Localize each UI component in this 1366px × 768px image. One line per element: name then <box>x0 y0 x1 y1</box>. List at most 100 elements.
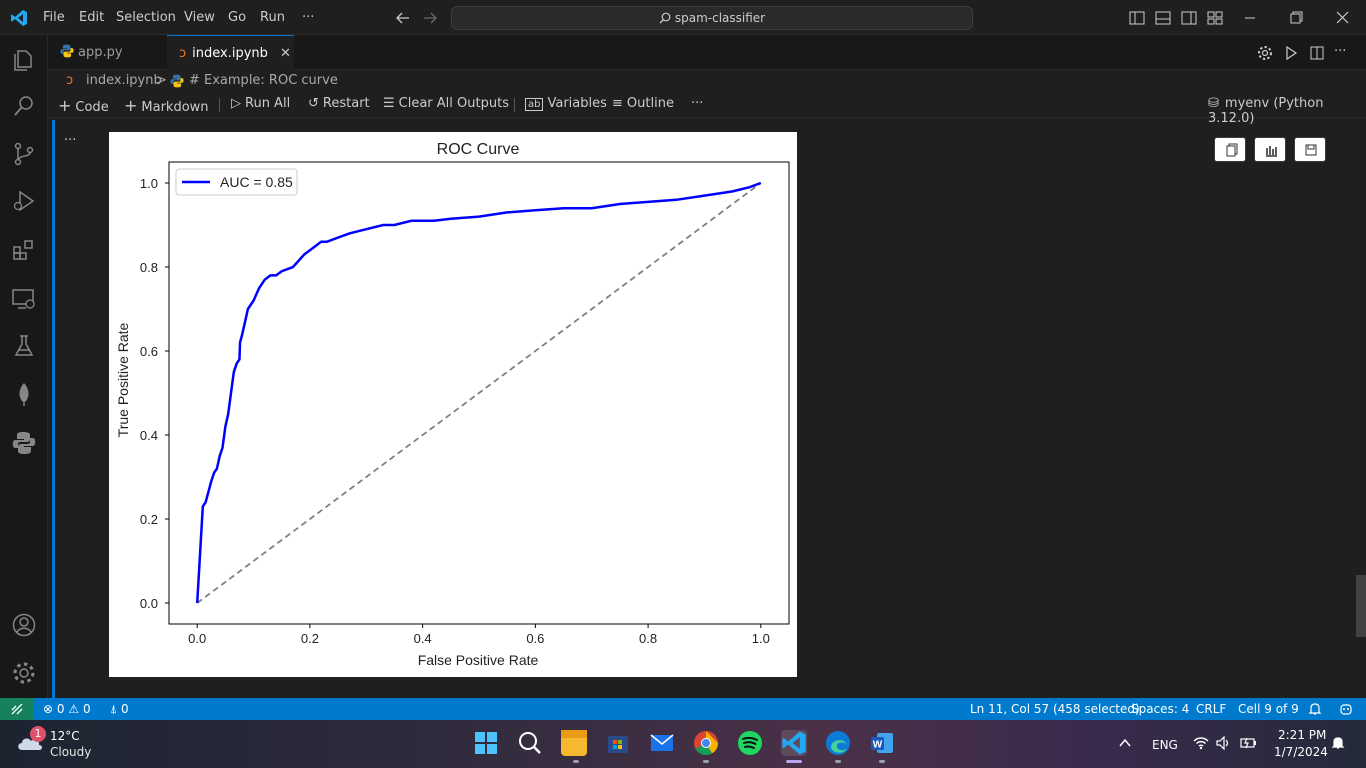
close-tab-icon[interactable]: ✕ <box>280 46 291 61</box>
variables-icon: ab <box>525 98 544 111</box>
remote-indicator[interactable] <box>0 698 34 720</box>
toolbar-divider <box>514 98 515 112</box>
x-axis-label: False Positive Rate <box>418 652 539 668</box>
command-center-search[interactable]: spam-classifier <box>451 6 973 30</box>
save-output-button[interactable] <box>1294 137 1326 162</box>
bell-icon[interactable] <box>1308 702 1322 716</box>
menu-selection[interactable]: Selection <box>116 10 176 25</box>
warning-icon: ⚠ <box>68 702 80 716</box>
menu-file[interactable]: File <box>43 10 65 25</box>
search-icon[interactable] <box>12 94 36 118</box>
notification-bell-icon[interactable] <box>1331 736 1345 750</box>
battery-icon[interactable] <box>1240 736 1258 750</box>
cell-output-more[interactable]: ··· <box>64 133 77 148</box>
clear-outputs-button[interactable]: ☰ Clear All Outputs <box>383 96 509 111</box>
wifi-icon[interactable] <box>1193 736 1209 750</box>
copy-output-button[interactable] <box>1214 137 1246 162</box>
microsoft-store-app[interactable] <box>605 730 631 756</box>
python-file-icon <box>60 44 74 58</box>
testing-icon[interactable] <box>12 334 36 358</box>
restart-button[interactable]: ↺ Restart <box>308 96 370 111</box>
back-arrow-icon[interactable] <box>396 11 410 25</box>
split-editor-icon[interactable] <box>1310 46 1324 60</box>
weather-temp: 12°C <box>50 729 80 743</box>
x-tick-label: 0.0 <box>188 631 206 646</box>
forward-arrow-icon[interactable] <box>423 11 437 25</box>
close-window-icon[interactable] <box>1336 11 1349 24</box>
word-app[interactable]: W <box>869 730 895 756</box>
run-all-button[interactable]: ▷ Run All <box>231 96 290 111</box>
file-explorer-app[interactable] <box>561 730 587 756</box>
copilot-icon[interactable] <box>1339 702 1353 716</box>
toggle-primary-sidebar-icon[interactable] <box>1129 11 1145 25</box>
add-markdown-button[interactable]: + Markdown <box>124 96 209 115</box>
breadcrumb-cell[interactable]: # Example: ROC curve <box>189 73 338 88</box>
run-and-debug-icon[interactable] <box>12 189 36 213</box>
running-indicator <box>835 760 841 763</box>
add-code-button[interactable]: + Code <box>58 96 109 115</box>
editor-scrollbar[interactable] <box>1356 575 1366 637</box>
indentation[interactable]: Spaces: 4 <box>1131 702 1190 716</box>
ports-indicator[interactable]: ⍋ 0 <box>110 702 129 717</box>
run-icon[interactable] <box>1284 46 1298 60</box>
variables-button[interactable]: ab Variables <box>525 96 607 111</box>
manage-gear-icon[interactable] <box>12 661 36 685</box>
python-icon[interactable] <box>12 431 36 455</box>
tab-index-ipynb[interactable]: ↄ index.ipynb ✕ <box>167 35 294 70</box>
restore-icon[interactable] <box>1290 11 1303 24</box>
spotify-app[interactable] <box>737 730 763 756</box>
language-indicator[interactable]: ENG <box>1152 738 1178 752</box>
menu-edit[interactable]: Edit <box>79 10 105 25</box>
more-actions-icon[interactable]: ··· <box>1334 44 1347 59</box>
clock-date[interactable]: 1/7/2024 <box>1274 745 1328 759</box>
toggle-panel-icon[interactable] <box>1155 11 1171 25</box>
variables-label: Variables <box>547 96 607 111</box>
start-button[interactable] <box>473 730 499 756</box>
tab-label: index.ipynb <box>192 46 268 61</box>
svg-text:W: W <box>873 740 883 751</box>
legend-box <box>175 168 298 196</box>
gear-icon[interactable] <box>1257 45 1273 61</box>
menu-run[interactable]: Run <box>260 10 285 25</box>
problems-indicator[interactable]: ⊗ 0 ⚠ 0 <box>43 702 91 716</box>
clock-time[interactable]: 2:21 PM <box>1278 728 1327 742</box>
chevron-up-icon[interactable] <box>1119 738 1131 748</box>
toggle-secondary-sidebar-icon[interactable] <box>1181 11 1197 25</box>
taskbar-search[interactable] <box>517 730 543 756</box>
error-icon: ⊗ <box>43 702 54 716</box>
end-of-line[interactable]: CRLF <box>1196 702 1227 716</box>
kernel-picker[interactable]: ⛁ myenv (Python 3.12.0) <box>1208 96 1366 126</box>
explorer-icon[interactable] <box>12 47 36 71</box>
running-indicator <box>573 760 579 763</box>
weather-condition: Cloudy <box>50 745 92 759</box>
menu-more[interactable]: ··· <box>302 10 315 25</box>
volume-icon[interactable] <box>1216 736 1232 750</box>
y-tick-label: 0.8 <box>140 260 158 275</box>
cursor-position[interactable]: Ln 11, Col 57 (458 selected) <box>970 702 1140 716</box>
menu-go[interactable]: Go <box>228 10 247 25</box>
extensions-icon[interactable] <box>12 238 36 262</box>
chrome-app[interactable] <box>693 730 719 756</box>
source-control-icon[interactable] <box>12 142 36 166</box>
weather-widget[interactable]: 1 <box>16 726 46 752</box>
minimize-icon[interactable] <box>1244 12 1256 24</box>
open-in-plot-viewer-button[interactable] <box>1254 137 1286 162</box>
copy-icon <box>1226 143 1238 157</box>
tab-app-py[interactable]: app.py <box>48 35 167 70</box>
y-tick-label: 0.0 <box>140 596 158 611</box>
outline-button[interactable]: ≡ Outline <box>612 96 674 111</box>
toolbar-more[interactable]: ··· <box>691 96 704 111</box>
breadcrumb-file[interactable]: index.ipynb <box>86 73 162 88</box>
mongodb-leaf-icon[interactable] <box>12 382 36 406</box>
cell-indicator[interactable]: Cell 9 of 9 <box>1238 702 1299 716</box>
remote-explorer-icon[interactable] <box>12 287 36 311</box>
mail-app[interactable] <box>649 730 675 756</box>
accounts-icon[interactable] <box>12 613 36 637</box>
roc-chart: ROC Curve False Positive Rate True Posit… <box>115 141 790 668</box>
menu-view[interactable]: View <box>184 10 215 25</box>
edge-app[interactable] <box>825 730 851 756</box>
plus-icon: + <box>58 96 72 115</box>
customize-layout-icon[interactable] <box>1207 11 1223 25</box>
vscode-app[interactable] <box>781 730 807 756</box>
run-all-label: Run All <box>245 96 291 111</box>
